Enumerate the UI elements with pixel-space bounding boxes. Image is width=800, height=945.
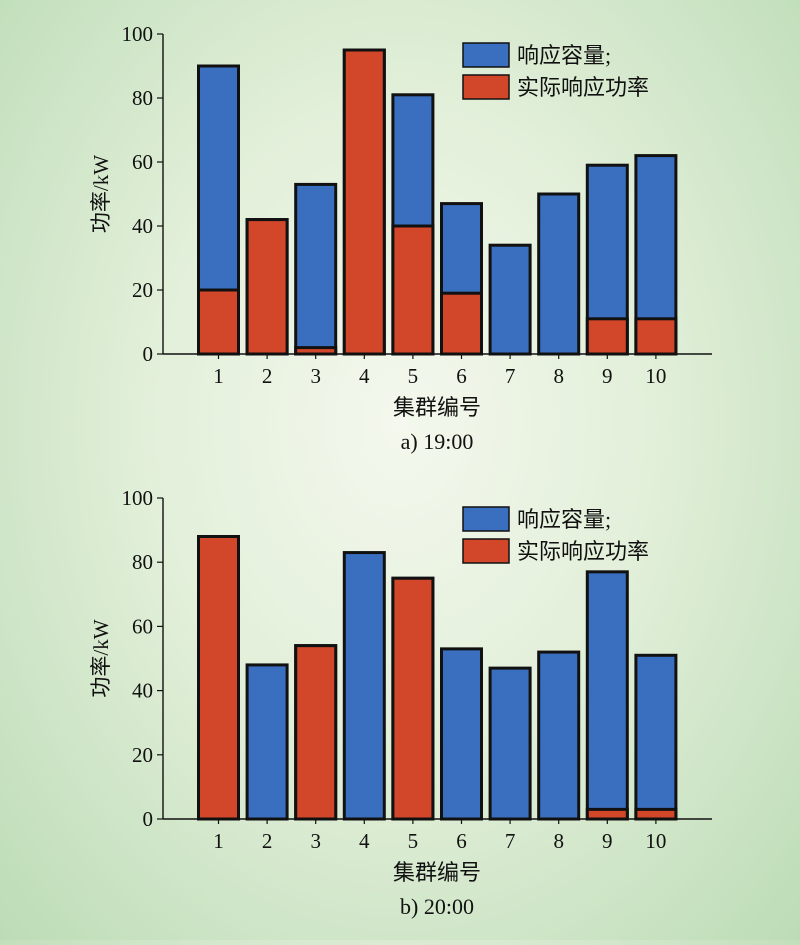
bar-capacity xyxy=(537,192,581,356)
legend: 响应容量; 实际响应功率 xyxy=(462,42,649,100)
x-tick-label: 10 xyxy=(645,829,666,853)
bar-actual xyxy=(197,288,240,356)
x-tick-label: 5 xyxy=(408,364,419,388)
bar-actual xyxy=(634,807,678,821)
x-tick-label: 2 xyxy=(262,829,273,853)
bar-capacity xyxy=(488,243,532,356)
y-axis-label: 功率/kW xyxy=(89,619,113,697)
bar-actual xyxy=(585,807,629,821)
y-tick-label: 40 xyxy=(132,214,153,238)
x-tick-label: 3 xyxy=(310,364,321,388)
x-tick-label: 2 xyxy=(262,364,273,388)
bar-actual xyxy=(245,218,289,356)
bar-actual xyxy=(294,644,338,821)
y-tick-label: 80 xyxy=(132,550,153,574)
legend-swatch-capacity xyxy=(462,42,510,68)
x-tick-label: 7 xyxy=(505,829,516,853)
bar-capacity xyxy=(294,182,338,356)
x-axis-label: 集群编号 xyxy=(393,395,481,420)
bar-actual xyxy=(294,346,338,356)
panel-caption: a) 19:00 xyxy=(401,429,474,454)
x-tick-label: 4 xyxy=(359,829,370,853)
x-tick-label: 6 xyxy=(456,829,467,853)
bar-actual xyxy=(391,576,435,821)
bar-capacity xyxy=(488,666,532,821)
y-tick-label: 0 xyxy=(143,342,154,366)
y-tick-label: 100 xyxy=(122,486,154,510)
bar-capacity xyxy=(440,647,483,821)
y-tick-label: 100 xyxy=(122,22,154,46)
x-tick-label: 1 xyxy=(213,364,224,388)
x-tick-label: 4 xyxy=(359,364,370,388)
x-axis-label: 集群编号 xyxy=(393,860,481,885)
x-tick-label: 9 xyxy=(602,364,613,388)
y-tick-label: 0 xyxy=(143,807,154,831)
legend-swatch-actual xyxy=(462,538,510,564)
y-tick-label: 20 xyxy=(132,743,153,767)
x-tick-label: 7 xyxy=(505,364,516,388)
x-tick-label: 10 xyxy=(645,364,666,388)
x-tick-label: 3 xyxy=(310,829,321,853)
x-tick-label: 6 xyxy=(456,364,467,388)
bar-actual xyxy=(197,535,240,821)
y-tick-label: 60 xyxy=(132,614,153,638)
y-axis-label: 功率/kW xyxy=(89,155,113,233)
y-tick-label: 40 xyxy=(132,679,153,703)
legend-swatch-actual xyxy=(462,74,510,100)
bar-capacity xyxy=(537,650,581,821)
legend-label-actual: 实际响应功率 xyxy=(517,539,649,564)
x-tick-label: 5 xyxy=(408,829,419,853)
y-tick-label: 20 xyxy=(132,278,153,302)
x-tick-label: 1 xyxy=(213,829,224,853)
legend-label-capacity: 响应容量; xyxy=(517,507,611,532)
bar-capacity xyxy=(634,653,678,821)
bar-capacity xyxy=(585,570,629,821)
panel-caption: b) 20:00 xyxy=(400,894,474,919)
bar-actual xyxy=(585,317,629,356)
legend-swatch-capacity xyxy=(462,506,510,532)
x-tick-label: 9 xyxy=(602,829,613,853)
legend-label-actual: 实际响应功率 xyxy=(517,75,649,100)
bar-capacity xyxy=(342,551,386,821)
legend-label-capacity: 响应容量; xyxy=(517,43,611,68)
bar-actual xyxy=(440,291,483,356)
x-tick-label: 8 xyxy=(553,829,564,853)
bar-capacity xyxy=(245,663,289,821)
bar-actual xyxy=(342,48,386,356)
y-tick-label: 80 xyxy=(132,86,153,110)
x-tick-label: 8 xyxy=(553,364,564,388)
bar-actual xyxy=(634,317,678,356)
y-tick-label: 60 xyxy=(132,150,153,174)
legend: 响应容量; 实际响应功率 xyxy=(462,506,649,564)
bar-actual xyxy=(391,224,435,356)
